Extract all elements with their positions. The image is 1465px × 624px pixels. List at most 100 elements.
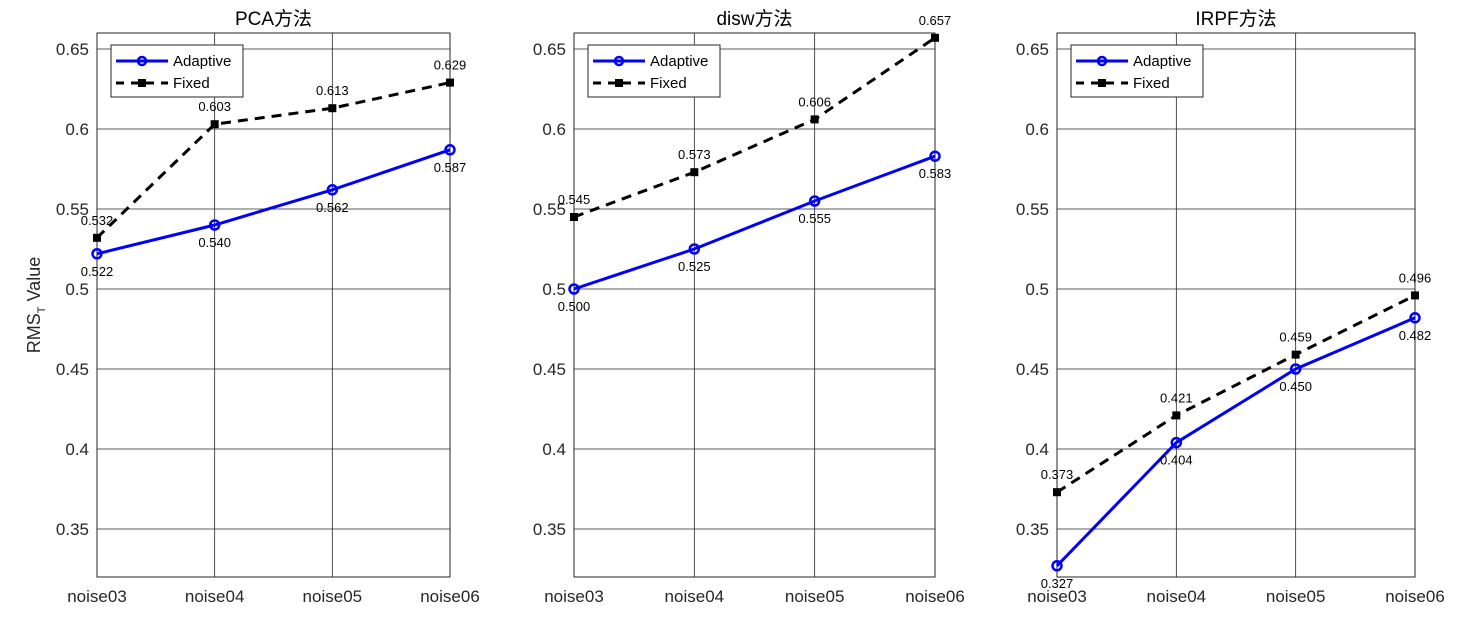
y-axis-label-suffix: Value	[24, 257, 44, 307]
legend-label: Adaptive	[173, 53, 231, 70]
xtick-label: noise03	[544, 587, 604, 606]
data-label: 0.459	[1279, 330, 1312, 345]
legend-label: Fixed	[173, 75, 210, 92]
data-label: 0.573	[678, 147, 711, 162]
legend-marker	[615, 79, 623, 87]
legend: Adaptive Fixed	[1070, 44, 1204, 98]
ytick-label: 0.6	[65, 120, 89, 139]
data-point-adaptive	[1170, 436, 1183, 449]
legend-marker	[1096, 55, 1108, 67]
legend-marker	[1098, 79, 1106, 87]
data-label: 0.450	[1279, 379, 1312, 394]
xtick-label: noise03	[1027, 587, 1087, 606]
legend-label: Adaptive	[1133, 53, 1191, 70]
data-point-fixed	[1411, 291, 1419, 300]
ytick-label: 0.55	[1016, 200, 1049, 219]
series-line-fixed	[573, 36, 936, 219]
xtick-label: noise06	[420, 587, 480, 606]
y-axis-label-main: RMS	[24, 313, 44, 353]
data-point-fixed	[1291, 350, 1300, 359]
ytick-label: 0.6	[1025, 120, 1049, 139]
data-point-adaptive	[929, 150, 941, 162]
xtick-label: noise04	[185, 587, 245, 606]
data-point-adaptive	[688, 243, 701, 255]
ytick-label: 0.55	[56, 200, 89, 219]
data-label: 0.562	[316, 200, 349, 215]
data-label: 0.555	[798, 211, 831, 226]
legend-box	[1070, 44, 1204, 98]
legend-marker	[138, 79, 146, 87]
xtick-label: noise05	[785, 587, 845, 606]
data-label: 0.327	[1041, 576, 1074, 591]
ytick-label: 0.35	[1016, 520, 1049, 539]
data-label: 0.613	[316, 83, 349, 98]
data-label: 0.587	[434, 160, 467, 175]
data-point-adaptive	[444, 144, 456, 156]
ytick-label: 0.5	[65, 280, 89, 299]
ytick-label: 0.5	[1025, 280, 1049, 299]
legend: Adaptive Fixed	[110, 44, 244, 98]
xtick-label: noise06	[1385, 587, 1445, 606]
legend-marker	[613, 55, 625, 67]
ytick-label: 0.6	[542, 120, 566, 139]
xtick-label: noise04	[665, 587, 725, 606]
data-label: 0.373	[1041, 467, 1074, 482]
data-label: 0.522	[81, 264, 114, 279]
ytick-label: 0.4	[542, 440, 566, 459]
data-point-adaptive	[568, 283, 580, 295]
legend: Adaptive Fixed	[587, 44, 721, 98]
data-point-fixed	[328, 104, 337, 113]
data-label: 0.545	[558, 192, 591, 207]
ytick-label: 0.4	[65, 440, 89, 459]
data-point-adaptive	[808, 195, 821, 207]
data-point-fixed	[810, 115, 819, 124]
xtick-label: noise05	[303, 587, 363, 606]
data-point-fixed	[93, 233, 101, 242]
data-label: 0.540	[198, 235, 231, 250]
plot-area	[1056, 32, 1416, 578]
data-point-fixed	[210, 120, 219, 129]
data-point-fixed	[446, 78, 454, 87]
data-label: 0.583	[919, 166, 952, 181]
subplot-title: IRPF方法	[1195, 8, 1276, 30]
data-point-fixed	[931, 33, 939, 42]
data-label: 0.606	[798, 94, 831, 109]
data-point-adaptive	[326, 184, 339, 196]
ytick-label: 0.45	[533, 360, 566, 379]
series-line-adaptive	[1055, 316, 1416, 567]
data-label: 0.657	[919, 13, 952, 28]
data-point-adaptive	[1051, 560, 1063, 572]
legend-marker	[136, 55, 148, 67]
ytick-label: 0.55	[533, 200, 566, 219]
subplot-title: disw方法	[716, 8, 792, 30]
data-label: 0.482	[1399, 328, 1432, 343]
subplot-2: 0.35 0.4 0.45 0.5 0.55 0.6 0.65 noise03 noise04 n…	[533, 8, 965, 606]
data-label: 0.496	[1399, 270, 1432, 285]
data-label: 0.525	[678, 259, 711, 274]
ytick-label: 0.45	[1016, 360, 1049, 379]
data-label: 0.421	[1160, 390, 1193, 405]
xtick-label: noise06	[905, 587, 965, 606]
ytick-label: 0.65	[56, 40, 89, 59]
legend-box	[110, 44, 244, 98]
data-point-fixed	[1172, 411, 1181, 420]
series-line-fixed	[1056, 294, 1416, 494]
legend-label: Fixed	[1133, 75, 1170, 92]
data-point-adaptive	[91, 248, 103, 260]
xtick-label: noise03	[67, 587, 127, 606]
plot-area	[573, 32, 936, 578]
subplot-title: PCA方法	[235, 8, 312, 30]
data-point-fixed	[570, 213, 578, 221]
legend-box	[587, 44, 721, 98]
ytick-label: 0.4	[1025, 440, 1049, 459]
ytick-label: 0.5	[542, 280, 566, 299]
ytick-label: 0.45	[56, 360, 89, 379]
ytick-label: 0.35	[533, 520, 566, 539]
y-axis-label: RMST Value	[24, 257, 48, 353]
plot-area	[96, 32, 451, 578]
data-point-adaptive	[1409, 312, 1421, 324]
ytick-label: 0.35	[56, 520, 89, 539]
data-point-adaptive	[1289, 363, 1302, 375]
data-label: 0.532	[81, 213, 114, 228]
